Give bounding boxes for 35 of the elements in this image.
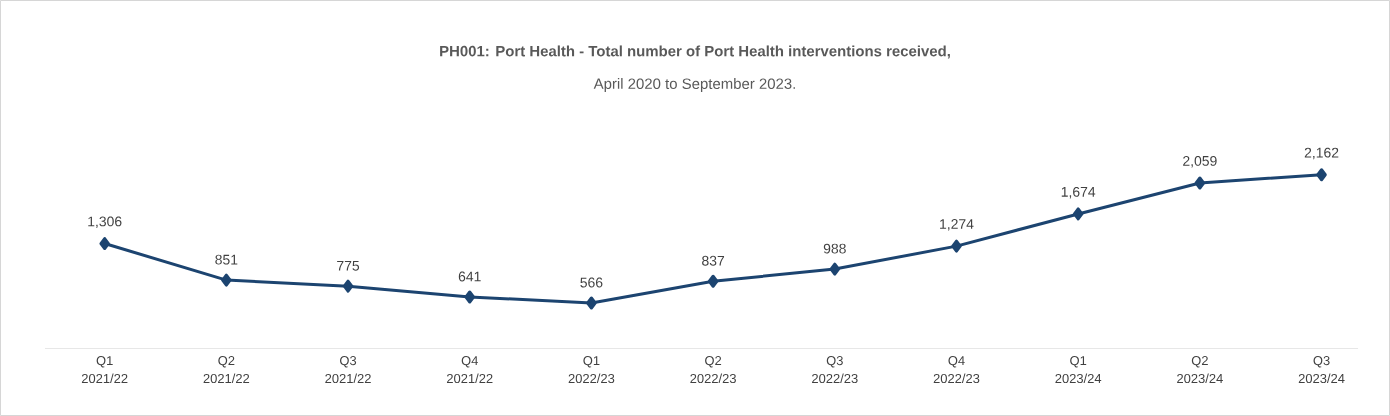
x-tick-label: Q1 2021/22 [81,356,128,384]
point [464,290,475,304]
data-label: 1,306 [88,216,122,229]
x-tick-label: Q1 2023/24 [1055,356,1102,384]
data-label: 837 [702,255,725,266]
x-tick-label: Q3 2021/22 [325,356,371,384]
x-tick-label: Q4 2021/22 [446,356,493,384]
x-tick-label: Q3 2022/23 [812,356,858,384]
x-tick-label: Q2 2021/22 [203,356,250,384]
x-tick-label: Q1 2022/23 [568,356,615,384]
x-tick-label: Q4 2022/23 [933,356,980,384]
point [707,274,719,288]
point [99,237,110,251]
data-label: 2,162 [1304,147,1339,160]
chart-subtitle: April 2020 to September 2023. [593,78,795,92]
point [1072,207,1084,221]
data-label: 988 [823,243,846,254]
point [1194,176,1206,190]
point [1316,168,1327,182]
point [951,239,962,253]
x-tick-label: Q2 2023/24 [1177,356,1223,384]
data-label: 2,059 [1183,155,1217,168]
x-tick-label: Q2 2022/23 [690,356,736,384]
data-label: 1,274 [940,219,974,231]
data-label: 775 [337,260,360,271]
data-label: 566 [580,277,603,288]
point [221,273,232,287]
point [342,279,354,293]
x-tick-label: Q3 2023/24 [1298,356,1345,384]
data-label: 1,674 [1061,186,1096,199]
chart-title: PH001: Port Health - Total number of Port Health interventions received, [440,45,950,59]
data-label: 851 [215,254,238,265]
point [586,296,597,310]
data-label: 641 [458,271,481,282]
point [829,262,841,276]
